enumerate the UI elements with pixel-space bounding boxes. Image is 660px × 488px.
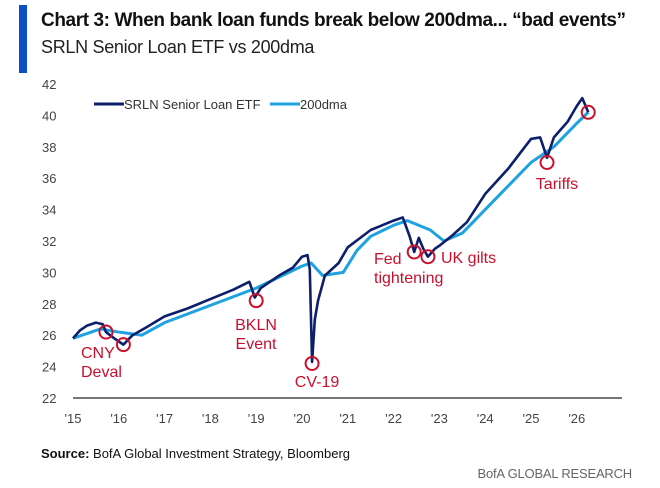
event-marker bbox=[406, 244, 422, 260]
legend-label-200dma: 200dma bbox=[300, 97, 348, 112]
event-label: Event bbox=[236, 336, 277, 353]
x-tick-label: '26 bbox=[568, 411, 585, 426]
series-line-srln bbox=[72, 96, 590, 364]
x-tick-label: '16 bbox=[110, 411, 127, 426]
event-marker bbox=[539, 155, 555, 170]
event-label: CV-19 bbox=[295, 374, 340, 391]
x-tick-label: '17 bbox=[156, 411, 173, 426]
event-label: tightening bbox=[374, 270, 443, 287]
legend-label-srln: SRLN Senior Loan ETF bbox=[124, 97, 261, 112]
source-note: Source: BofA Global Investment Strategy,… bbox=[41, 446, 350, 461]
y-tick-label: 36 bbox=[42, 171, 56, 186]
y-tick-label: 34 bbox=[42, 203, 56, 218]
x-tick-label: '18 bbox=[202, 411, 219, 426]
y-tick-label: 42 bbox=[42, 77, 56, 92]
x-tick-label: '19 bbox=[248, 411, 265, 426]
event-marker bbox=[304, 355, 320, 371]
source-label: Source: bbox=[41, 446, 90, 461]
x-tick-label: '21 bbox=[339, 411, 356, 426]
y-tick-label: 38 bbox=[42, 140, 56, 155]
event-marker bbox=[420, 249, 436, 265]
brand-footer: BofA GLOBAL RESEARCH bbox=[477, 466, 633, 481]
event-marker bbox=[580, 104, 596, 120]
event-label: Deval bbox=[81, 364, 122, 381]
y-tick-label: 32 bbox=[42, 234, 56, 249]
y-tick-label: 26 bbox=[42, 328, 56, 343]
event-label: Fed bbox=[374, 251, 402, 268]
event-label: Tariffs bbox=[536, 176, 578, 193]
x-tick-label: '23 bbox=[431, 411, 448, 426]
event-marker bbox=[248, 293, 264, 309]
y-tick-label: 30 bbox=[42, 265, 56, 280]
chart-title: Chart 3: When bank loan funds break belo… bbox=[41, 10, 626, 31]
y-tick-label: 24 bbox=[42, 360, 56, 375]
event-marker bbox=[115, 337, 131, 353]
x-tick-label: '25 bbox=[523, 411, 540, 426]
x-tick-label: '22 bbox=[385, 411, 402, 426]
chart-subtitle: SRLN Senior Loan ETF vs 200dma bbox=[41, 37, 315, 57]
x-tick-label: '24 bbox=[477, 411, 494, 426]
y-tick-label: 28 bbox=[42, 297, 56, 312]
source-text: BofA Global Investment Strategy, Bloombe… bbox=[89, 446, 351, 461]
event-label: BKLN bbox=[235, 317, 277, 334]
y-tick-label: 22 bbox=[42, 391, 56, 406]
event-marker bbox=[98, 324, 114, 340]
event-label: UK gilts bbox=[441, 250, 496, 267]
y-tick-label: 40 bbox=[42, 108, 56, 123]
x-tick-label: '15 bbox=[65, 411, 82, 426]
x-tick-label: '20 bbox=[294, 411, 311, 426]
accent-bar bbox=[19, 5, 27, 73]
event-label: CNY bbox=[81, 345, 115, 362]
series-line-200dma bbox=[72, 111, 590, 340]
